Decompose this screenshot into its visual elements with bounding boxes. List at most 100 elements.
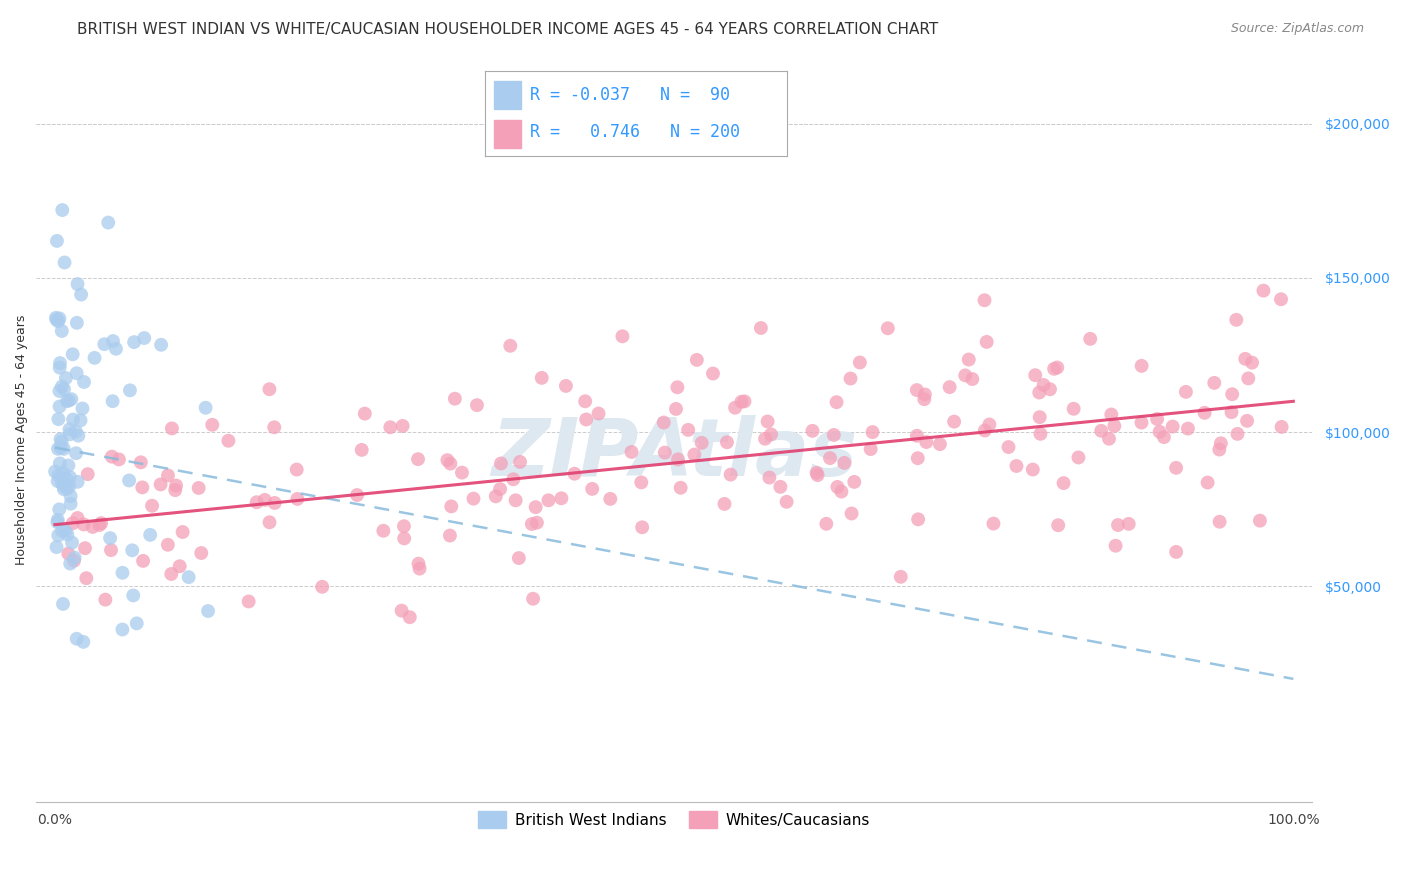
Point [444,392,467,406]
Point [1104,419,1126,434]
Point [48,314,70,328]
Point [82,520,104,534]
Point [716,435,738,450]
Point [217,434,239,448]
Point [1204,376,1226,390]
Point [905,383,928,397]
Point [564,467,586,481]
Text: R =   0.746   N = 200: R = 0.746 N = 200 [530,123,741,141]
Point [489,482,512,496]
Point [1032,378,1054,392]
Point [537,493,560,508]
Point [1146,412,1168,426]
Point [141,499,163,513]
Point [160,421,183,435]
Point [59,557,82,571]
Point [62,516,84,531]
Point [55,524,77,538]
Point [76,467,98,482]
Point [259,516,281,530]
Point [66,632,89,646]
Point [67,428,90,442]
Point [150,338,173,352]
Point [156,538,179,552]
Point [1194,406,1216,420]
Point [45,313,67,327]
Point [690,436,713,450]
Point [90,516,112,530]
Point [46,513,69,527]
Point [53,382,76,396]
Point [754,432,776,446]
Point [131,480,153,494]
Point [398,610,420,624]
Point [749,321,772,335]
Point [48,502,70,516]
Point [101,334,124,348]
Point [758,470,780,484]
Point [730,394,752,409]
Point [60,392,83,407]
Point [72,635,94,649]
Point [1043,361,1066,376]
Point [44,465,66,479]
Point [522,591,544,606]
Point [1090,424,1112,438]
Point [724,401,747,415]
Point [1028,410,1050,425]
Point [49,356,72,370]
Point [1177,421,1199,435]
Point [907,512,929,526]
Point [499,339,522,353]
Point [51,475,73,490]
Point [713,497,735,511]
Point [165,483,187,497]
Point [1047,518,1070,533]
Point [69,413,91,427]
Point [75,571,97,585]
Point [160,566,183,581]
Point [118,384,141,398]
Point [48,468,70,483]
Point [52,466,75,480]
Point [98,531,121,545]
Point [979,417,1001,432]
Point [554,379,576,393]
Point [134,331,156,345]
Point [928,437,950,451]
Point [957,352,980,367]
Point [48,412,70,426]
Point [1130,359,1153,373]
Point [59,489,82,503]
Point [575,412,598,426]
Text: R = -0.037   N =  90: R = -0.037 N = 90 [530,87,730,104]
Point [938,380,960,394]
Point [907,451,929,466]
Point [1197,475,1219,490]
Point [311,580,333,594]
Point [759,427,782,442]
Point [520,516,543,531]
Point [1118,516,1140,531]
Point [66,366,89,380]
Point [48,311,70,326]
Point [841,507,863,521]
Point [65,446,87,460]
Point [1024,368,1046,383]
Point [997,440,1019,454]
Point [1099,408,1122,422]
Point [391,604,413,618]
Point [46,515,69,529]
Point [1249,514,1271,528]
Point [1226,426,1249,441]
Point [827,480,849,494]
Point [187,481,209,495]
Point [1220,405,1243,419]
Point [373,524,395,538]
Point [1225,313,1247,327]
Point [1039,382,1062,396]
Point [53,255,76,269]
Point [666,380,689,394]
Point [734,394,756,409]
Y-axis label: Householder Income Ages 45 - 64 years: Householder Income Ages 45 - 64 years [15,315,28,565]
